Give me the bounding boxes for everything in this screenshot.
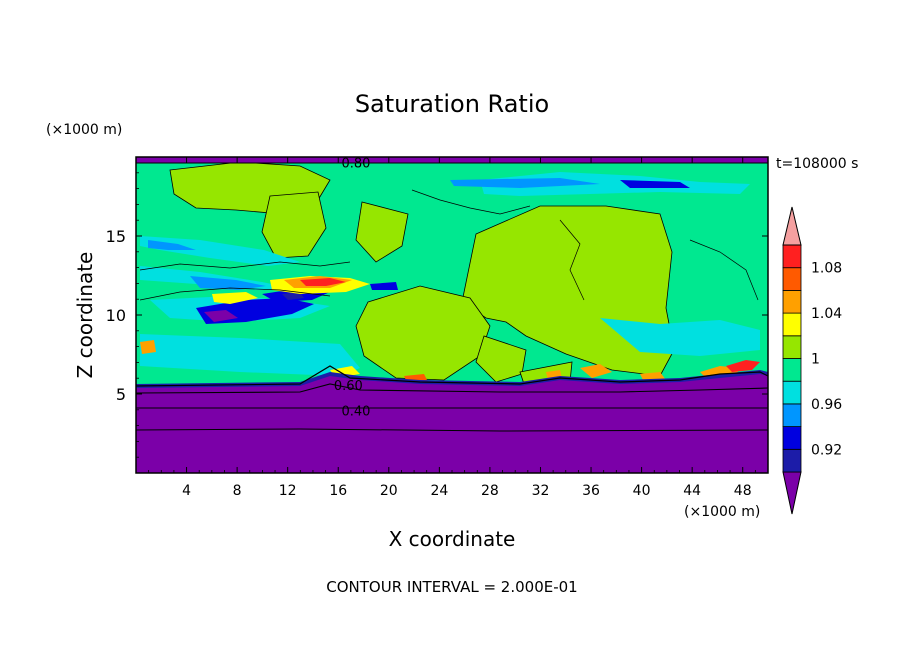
y-tick-label: 10 [106,306,126,325]
y-tick-label: 5 [116,385,126,404]
colorbar-segment [782,335,802,359]
x-tick-label: 48 [734,483,752,499]
colorbar-segment [782,426,802,450]
x-axis: 4 8 12 16 20 24 28 32 36 40 44 48 [148,157,756,499]
y-axis: 5 10 15 [106,172,768,458]
x-tick-label: 16 [329,483,347,499]
colorbar-segment [782,289,802,314]
contour-label: 0.60 [334,379,363,394]
field-blue-bands [148,178,690,324]
contour-label: 0.40 [341,404,370,419]
y-axis-label: Z coordinate [73,252,97,379]
colorbar-segment [782,358,802,382]
x-tick-label: 44 [683,483,701,499]
colorbar-arrow-low [782,471,802,515]
x-tick-label: 40 [633,483,651,499]
plot-area [136,157,768,473]
colorbar-segment [782,380,802,405]
contour-labels: 0.80 0.60 0.40 [334,156,371,419]
colorbar-label: 1 [811,352,820,368]
time-label: t=108000 s [776,156,858,172]
y-tick-label: 15 [106,227,126,246]
x-tick-label: 20 [380,483,398,499]
x-tick-label: 8 [233,483,242,499]
x-tick-label: 24 [430,483,448,499]
x-tick-label: 28 [481,483,499,499]
colorbar-segment [782,312,802,337]
colorbar-segment [782,448,802,473]
colorbar-arrow-high [782,206,802,246]
colorbar-segment [782,403,802,427]
colorbar-label: 0.92 [811,442,842,458]
field-top-band [136,157,768,164]
field-lower-band [136,365,768,473]
field-contour-lines [139,189,759,301]
colorbar-segment [782,267,802,291]
chart-title: Saturation Ratio [355,90,549,118]
contour-label: 0.80 [341,156,370,171]
x-tick-label: 32 [532,483,550,499]
colorbar-segment [782,244,802,269]
x-tick-label: 12 [279,483,297,499]
y-unit-label: (×1000 m) [46,122,122,138]
colorbar-label: 1.08 [811,261,842,277]
contour-interval-footer: CONTOUR INTERVAL = 2.000E-01 [326,578,577,596]
x-unit-label: (×1000 m) [684,504,760,520]
x-tick-label: 36 [582,483,600,499]
colorbar-label: 1.04 [811,306,842,322]
x-tick-label: 4 [182,483,191,499]
x-axis-label: X coordinate [389,527,516,551]
colorbar-label: 0.96 [811,397,842,413]
colorbar: 0.92 0.96 1 1.04 1.08 [782,206,842,515]
